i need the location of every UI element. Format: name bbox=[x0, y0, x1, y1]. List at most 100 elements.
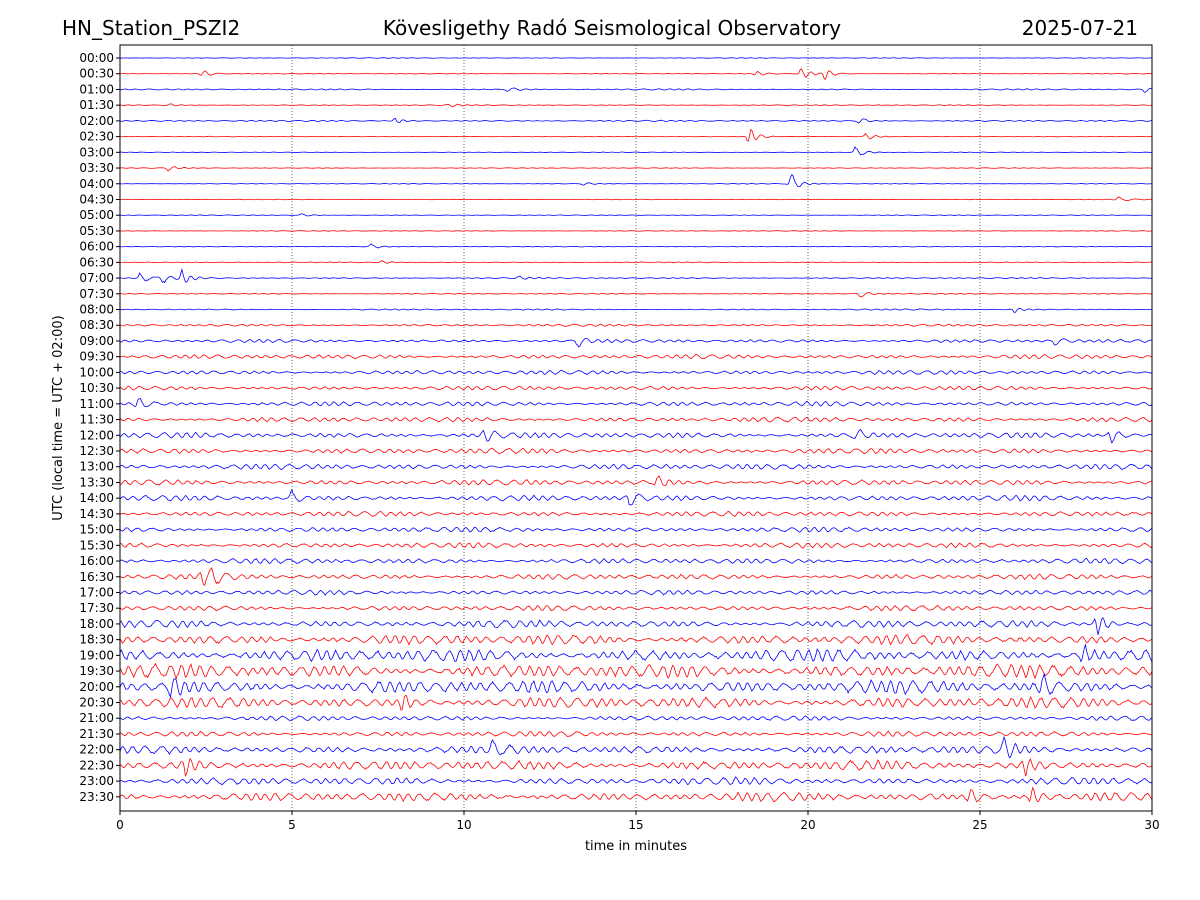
y-tick-label: 19:00 bbox=[79, 648, 114, 662]
y-tick-label: 15:30 bbox=[79, 538, 114, 552]
y-tick-label: 14:00 bbox=[79, 491, 114, 505]
x-tick-label: 10 bbox=[456, 818, 471, 832]
trace-1030 bbox=[119, 385, 1153, 391]
trace-0030 bbox=[119, 68, 1153, 81]
trace-2330 bbox=[119, 786, 1153, 803]
trace-1900 bbox=[119, 643, 1153, 663]
trace-1100 bbox=[119, 398, 1153, 408]
trace-1230 bbox=[119, 447, 1153, 455]
trace-1930 bbox=[119, 662, 1153, 680]
y-tick-label: 07:00 bbox=[79, 271, 114, 285]
trace-1500 bbox=[119, 526, 1153, 533]
x-tick-label: 15 bbox=[628, 818, 643, 832]
trace-1400 bbox=[119, 488, 1153, 506]
trace-1800 bbox=[119, 617, 1153, 635]
y-axis-label: UTC (local time = UTC + 02:00) bbox=[51, 315, 66, 520]
y-tick-label: 00:30 bbox=[79, 67, 114, 81]
y-tick-label: 16:00 bbox=[79, 554, 114, 568]
y-tick-label: 13:30 bbox=[79, 475, 114, 489]
y-tick-label: 08:00 bbox=[79, 303, 114, 317]
y-tick-label: 07:30 bbox=[79, 287, 114, 301]
x-tick-label: 25 bbox=[972, 818, 987, 832]
y-tick-label: 09:30 bbox=[79, 350, 114, 364]
trace-1130 bbox=[119, 416, 1153, 423]
y-tick-label: 10:00 bbox=[79, 365, 114, 379]
y-tick-label: 21:30 bbox=[79, 727, 114, 741]
trace-1430 bbox=[119, 510, 1153, 517]
trace-1730 bbox=[119, 604, 1153, 612]
y-tick-label: 09:00 bbox=[79, 334, 114, 348]
y-tick-label: 20:30 bbox=[79, 696, 114, 710]
trace-0900 bbox=[119, 338, 1152, 348]
y-tick-label: 18:30 bbox=[79, 633, 114, 647]
trace-0700 bbox=[119, 268, 1153, 284]
y-tick-label: 17:00 bbox=[79, 585, 114, 599]
y-tick-label: 08:30 bbox=[79, 318, 114, 332]
y-tick-label: 23:00 bbox=[79, 774, 114, 788]
trace-0800 bbox=[119, 307, 1153, 313]
station-label: HN_Station_PSZI2 bbox=[62, 16, 241, 40]
trace-0000 bbox=[119, 57, 1152, 59]
trace-2100 bbox=[119, 715, 1153, 722]
trace-0630 bbox=[119, 260, 1153, 264]
trace-0300 bbox=[119, 146, 1153, 156]
y-tick-label: 21:00 bbox=[79, 711, 114, 725]
y-tick-label: 13:00 bbox=[79, 460, 114, 474]
y-tick-label: 00:00 bbox=[79, 51, 114, 65]
trace-2300 bbox=[120, 776, 1153, 786]
y-tick-label: 22:00 bbox=[79, 743, 114, 757]
y-tick-label: 05:30 bbox=[79, 224, 114, 238]
y-tick-label: 01:30 bbox=[79, 98, 114, 112]
y-tick-label: 03:30 bbox=[79, 161, 114, 175]
y-tick-label: 11:00 bbox=[79, 397, 114, 411]
trace-0330 bbox=[119, 166, 1153, 172]
y-tick-label: 04:00 bbox=[79, 177, 114, 191]
trace-1300 bbox=[119, 463, 1153, 471]
y-tick-label: 04:30 bbox=[79, 192, 114, 206]
y-tick-label: 22:30 bbox=[79, 758, 114, 772]
trace-0500 bbox=[119, 213, 1153, 217]
trace-0600 bbox=[119, 243, 1153, 249]
trace-1830 bbox=[119, 634, 1153, 646]
y-tick-label: 16:30 bbox=[79, 570, 114, 584]
y-tick-label: 01:00 bbox=[79, 82, 114, 96]
trace-2200 bbox=[119, 735, 1153, 759]
y-tick-label: 12:00 bbox=[79, 428, 114, 442]
y-tick-label: 02:30 bbox=[79, 130, 114, 144]
trace-2030 bbox=[119, 695, 1153, 711]
y-tick-label: 17:30 bbox=[79, 601, 114, 615]
trace-0430 bbox=[119, 196, 1153, 201]
y-tick-label: 20:00 bbox=[79, 680, 114, 694]
plot-area bbox=[120, 45, 1152, 811]
trace-0130 bbox=[119, 103, 1153, 108]
y-tick-label: 05:00 bbox=[79, 208, 114, 222]
x-tick-label: 0 bbox=[116, 818, 124, 832]
trace-2130 bbox=[119, 730, 1153, 737]
y-tick-label: 19:30 bbox=[79, 664, 114, 678]
chart-title: Kövesligethy Radó Seismological Observat… bbox=[382, 16, 842, 40]
y-tick-label: 15:00 bbox=[79, 523, 114, 537]
trace-0200 bbox=[119, 117, 1153, 124]
x-tick-label: 20 bbox=[800, 818, 815, 832]
y-tick-label: 12:30 bbox=[79, 444, 114, 458]
y-tick-label: 02:00 bbox=[79, 114, 114, 128]
x-tick-label: 30 bbox=[1144, 818, 1159, 832]
y-tick-label: 14:30 bbox=[79, 507, 114, 521]
trace-1200 bbox=[119, 429, 1153, 444]
trace-0400 bbox=[119, 173, 1153, 188]
date-label: 2025-07-21 bbox=[1021, 16, 1138, 40]
y-tick-label: 03:00 bbox=[79, 145, 114, 159]
trace-0100 bbox=[119, 87, 1153, 93]
trace-1700 bbox=[119, 589, 1153, 596]
x-axis-label: time in minutes bbox=[585, 839, 687, 854]
y-tick-label: 06:00 bbox=[79, 240, 114, 254]
trace-1000 bbox=[119, 369, 1153, 375]
traces bbox=[119, 57, 1153, 803]
trace-0530 bbox=[119, 230, 1153, 232]
y-tick-label: 10:30 bbox=[79, 381, 114, 395]
y-tick-label: 18:00 bbox=[79, 617, 114, 631]
trace-1330 bbox=[119, 475, 1153, 487]
trace-2230 bbox=[119, 757, 1153, 777]
trace-0730 bbox=[119, 292, 1153, 298]
